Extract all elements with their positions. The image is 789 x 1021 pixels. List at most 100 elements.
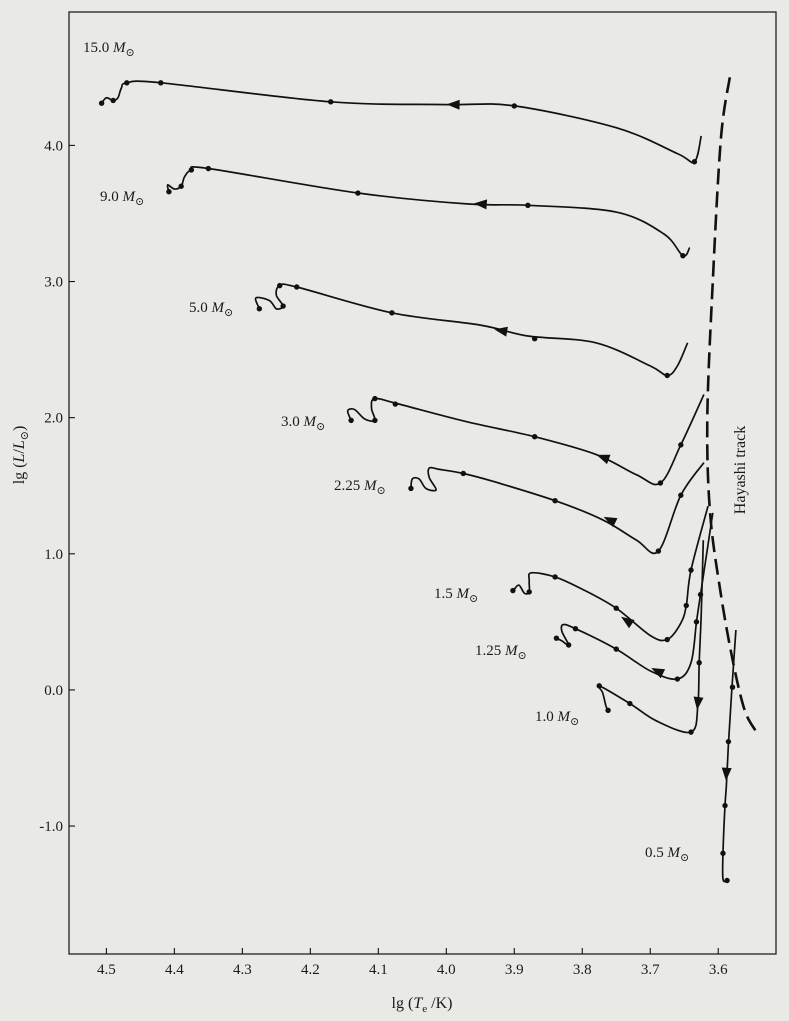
track-15.0: 15.0 M⊙ — [83, 40, 703, 165]
track-point — [124, 80, 130, 86]
x-tick-label: 4.5 — [97, 962, 116, 978]
y-tick-label: 4.0 — [44, 138, 63, 154]
track-point — [664, 372, 670, 379]
x-axis-title: lg (Te /K) — [392, 995, 453, 1015]
mass-label: 15.0 M⊙ — [83, 40, 135, 59]
x-tick-label: 4.4 — [165, 962, 184, 978]
direction-arrow — [603, 516, 618, 528]
mass-label: 1.25 M⊙ — [475, 643, 527, 662]
track-point — [720, 850, 726, 856]
track-point — [552, 574, 558, 580]
mass-label: 0.5 M⊙ — [645, 845, 689, 864]
track-point — [256, 306, 263, 312]
y-tick-label: 3.0 — [44, 275, 63, 291]
track-point — [722, 802, 728, 809]
track-line — [254, 283, 689, 377]
direction-arrow — [446, 99, 460, 110]
track-point — [372, 417, 378, 424]
track-point — [205, 165, 212, 172]
x-tick-label: 4.3 — [233, 962, 252, 978]
direction-arrow — [473, 199, 488, 210]
track-point — [605, 707, 611, 714]
track-point — [389, 310, 395, 316]
track-point — [110, 97, 116, 104]
track-5.0: 5.0 M⊙ — [189, 282, 689, 379]
track-point — [696, 659, 702, 666]
track-point — [565, 642, 572, 648]
track-point — [552, 497, 558, 504]
track-point — [328, 99, 334, 105]
track-point — [460, 470, 466, 477]
track-point — [294, 284, 300, 290]
track-1.5: 1.5 M⊙ — [434, 505, 709, 643]
track-point — [613, 646, 619, 652]
track-0.5: 0.5 M⊙ — [645, 629, 737, 884]
x-tick-label: 3.8 — [573, 962, 592, 978]
track-point — [680, 252, 686, 259]
track-point — [693, 619, 700, 625]
hayashi-track — [705, 77, 757, 732]
track-line — [512, 505, 709, 642]
track-point — [691, 159, 698, 165]
track-point — [525, 202, 531, 209]
track-1.0: 1.0 M⊙ — [535, 540, 705, 735]
y-tick-label: -1.0 — [39, 819, 63, 835]
x-tick-label: 4.2 — [301, 962, 320, 978]
track-point — [657, 480, 664, 486]
mass-label: 1.5 M⊙ — [434, 586, 478, 605]
track-point — [510, 587, 516, 594]
track-point — [724, 877, 730, 884]
direction-arrow — [651, 668, 666, 679]
track-point — [725, 738, 732, 745]
x-tick-label: 4.1 — [369, 962, 388, 978]
track-3.0: 3.0 M⊙ — [281, 394, 705, 486]
track-point — [188, 167, 195, 173]
track-point — [674, 676, 681, 682]
track-point — [596, 683, 602, 689]
track-point — [372, 395, 378, 402]
track-point — [526, 589, 532, 595]
track-point — [531, 336, 538, 342]
mass-label: 5.0 M⊙ — [189, 300, 233, 319]
track-point — [572, 625, 579, 632]
track-point — [178, 183, 184, 189]
track-1.25: 1.25 M⊙ — [475, 512, 714, 682]
track-point — [729, 684, 736, 690]
track-line — [346, 394, 705, 486]
track-point — [280, 303, 286, 309]
track-point — [683, 602, 689, 609]
hayashi-annotation: Hayashi track — [732, 426, 749, 514]
track-2.25: 2.25 M⊙ — [334, 462, 705, 555]
track-point — [408, 485, 414, 492]
track-point — [531, 434, 538, 440]
track-point — [655, 548, 662, 554]
track-line — [410, 462, 705, 555]
mass-label: 2.25 M⊙ — [334, 478, 386, 497]
direction-arrow — [494, 326, 508, 337]
track-point — [613, 605, 619, 611]
track-point — [348, 417, 354, 424]
track-9.0: 9.0 M⊙ — [100, 165, 691, 259]
track-line — [596, 540, 705, 734]
track-line — [556, 512, 714, 681]
mass-label: 1.0 M⊙ — [535, 709, 579, 728]
track-point — [553, 635, 560, 641]
track-point — [678, 492, 684, 498]
axis-ticks: 4.5 4.4 4.3 4.2 4.1 4.0 3.9 3.8 3.7 3.6 4.0 3.0 2.0 1… — [39, 138, 728, 978]
x-tick-label: 4.0 — [437, 962, 456, 978]
x-tick-label: 3.6 — [709, 962, 728, 978]
track-point — [166, 188, 172, 195]
mass-label: 9.0 M⊙ — [100, 189, 144, 208]
track-point — [158, 80, 164, 86]
direction-arrow — [596, 454, 611, 465]
track-line — [100, 80, 703, 164]
track-point — [392, 401, 399, 407]
track-point — [511, 103, 517, 109]
plot-frame — [68, 11, 777, 955]
direction-arrow — [621, 616, 635, 629]
x-tick-label: 3.7 — [641, 962, 660, 978]
track-point — [688, 729, 694, 735]
direction-arrow — [693, 696, 704, 710]
x-tick-label: 3.9 — [505, 962, 524, 978]
